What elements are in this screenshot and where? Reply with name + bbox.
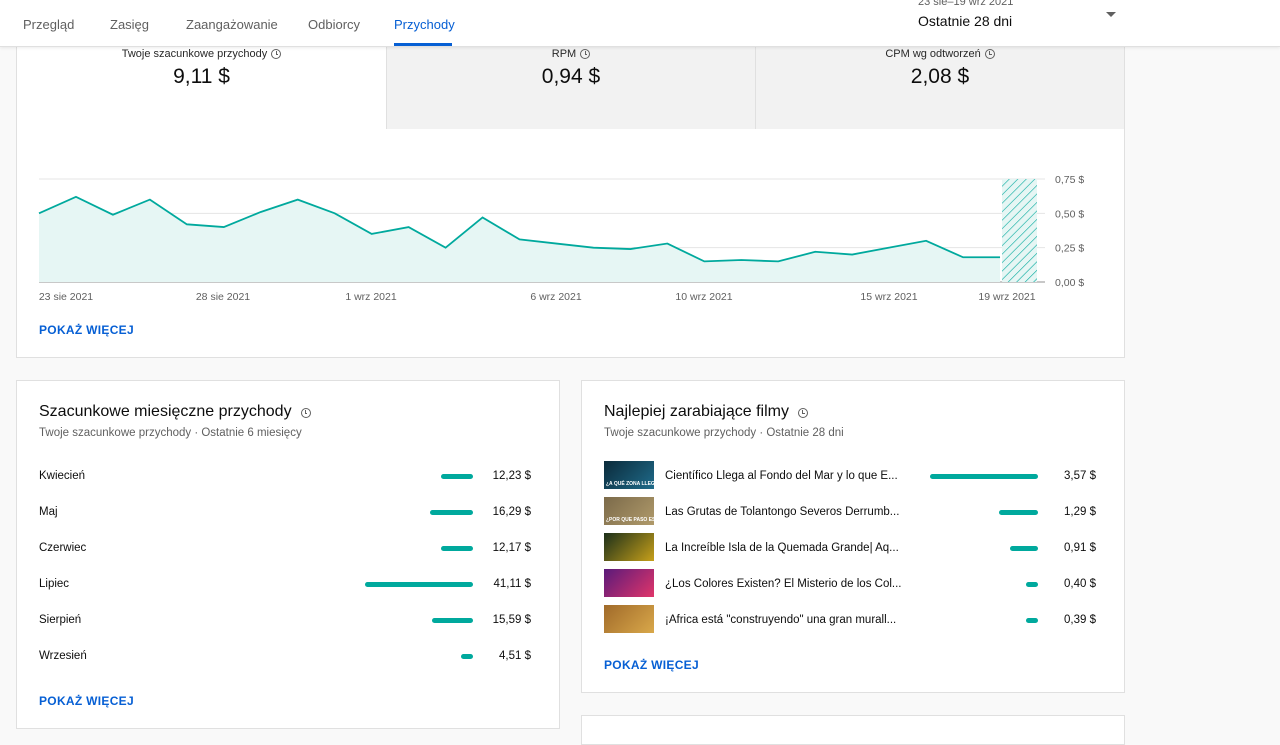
date-range-dates: 23 sie–19 wrz 2021 [918, 0, 1014, 8]
month-bar[interactable] [430, 510, 473, 515]
video-title[interactable]: La Increíble Isla de la Quemada Grande| … [665, 542, 899, 554]
chevron-down-icon[interactable] [1106, 12, 1116, 17]
metric-value: 2,08 $ [910, 65, 970, 88]
top-earning-videos-card: Najlepiej zarabiające filmy Twoje szacun… [581, 380, 1125, 693]
video-title[interactable]: ¿Los Colores Existen? El Misterio de los… [665, 578, 902, 590]
video-revenue-bar[interactable] [998, 510, 1038, 515]
y-tick-label: 0,00 $ [1055, 277, 1084, 289]
y-tick-label: 0,50 $ [1055, 208, 1084, 220]
estimated-period[interactable] [1002, 179, 1037, 282]
area-fill [39, 196, 1001, 282]
month-label: Sierpień [39, 614, 82, 626]
card-subtitle: Twoje szacunkowe przychody · Ostatnie 28… [604, 427, 844, 439]
x-tick-label: 15 wrz 2021 [860, 291, 917, 303]
clock-icon [797, 408, 808, 418]
metric-playback-cpm[interactable]: CPM wg odtworzeń 2,08 $ [755, 46, 1124, 129]
video-revenue-value: 1,29 $ [1064, 506, 1096, 518]
month-label: Lipiec [39, 578, 70, 590]
month-label: Czerwiec [39, 542, 87, 554]
month-bar[interactable] [461, 654, 473, 659]
video-title[interactable]: ¡África está "construyendo" una gran mur… [665, 614, 897, 626]
month-value: 12,17 $ [492, 542, 531, 554]
x-tick-label: 10 wrz 2021 [675, 291, 732, 303]
y-tick-label: 0,75 $ [1055, 174, 1084, 186]
x-tick-label: 28 sie 2021 [196, 291, 250, 303]
month-label: Maj [39, 506, 58, 518]
card-title: Najlepiej zarabiające filmy [604, 403, 808, 421]
metric-label: Twoje szacunkowe przychody [121, 48, 268, 60]
next-card [581, 715, 1125, 745]
video-thumbnail[interactable]: ¿POR QUE PASO ESTO? [604, 497, 665, 525]
metric-label: RPM [551, 48, 577, 60]
clock-icon [271, 49, 282, 59]
date-range-label: Ostatnie 28 dni [918, 13, 1013, 29]
video-revenue-bar[interactable] [1010, 546, 1038, 551]
card-subtitle: Twoje szacunkowe przychody · Ostatnie 6 … [39, 427, 302, 439]
video-title[interactable]: Científico Llega al Fondo del Mar y lo q… [665, 470, 898, 482]
metric-estimated-revenue[interactable]: Twoje szacunkowe przychody 9,11 $ [17, 46, 386, 129]
month-label: Kwiecień [39, 470, 86, 482]
video-thumbnail[interactable] [604, 569, 654, 597]
month-bar[interactable] [365, 582, 473, 587]
tab-audience[interactable]: Odbiorcy [308, 17, 361, 32]
video-revenue-bar[interactable] [930, 474, 1038, 479]
video-revenue-bar[interactable] [1026, 618, 1038, 623]
clock-icon [580, 49, 591, 59]
metric-value: 9,11 $ [173, 65, 230, 88]
show-more-link[interactable]: POKAŻ WIĘCEJ [39, 694, 134, 708]
tab-overview[interactable]: Przegląd [23, 17, 75, 32]
active-tab-indicator [394, 43, 452, 46]
analytics-tab-bar: Przegląd Zasięg Zaangażowanie Odbiorcy P… [0, 0, 1280, 47]
tab-engagement[interactable]: Zaangażowanie [186, 17, 278, 32]
month-label: Wrzesień [39, 650, 87, 662]
metric-rpm[interactable]: RPM 0,94 $ [386, 46, 755, 129]
video-revenue-value: 0,39 $ [1064, 614, 1096, 626]
clock-icon [300, 408, 311, 418]
video-thumbnail[interactable] [604, 605, 654, 633]
x-tick-label: 19 wrz 2021 [978, 291, 1035, 303]
show-more-link[interactable]: POKAŻ WIĘCEJ [39, 323, 134, 337]
metric-label: CPM wg odtworzeń [885, 48, 981, 60]
video-thumbnail[interactable] [604, 533, 654, 561]
month-bar[interactable] [432, 618, 473, 623]
video-thumbnail[interactable]: ¿A QUÉ ZONA LLEGARON? [604, 461, 673, 489]
month-value: 16,29 $ [492, 506, 531, 518]
tab-revenue[interactable]: Przychody [394, 17, 455, 32]
metric-value: 0,94 $ [541, 65, 601, 88]
video-title[interactable]: Las Grutas de Tolantongo Severos Derrumb… [665, 506, 900, 518]
x-tick-label: 23 sie 2021 [39, 291, 93, 303]
y-tick-label: 0,25 $ [1055, 243, 1084, 255]
month-value: 41,11 $ [493, 578, 531, 590]
video-revenue-value: 0,91 $ [1064, 542, 1096, 554]
month-bar[interactable] [441, 546, 473, 551]
x-tick-label: 6 wrz 2021 [530, 291, 582, 303]
month-value: 15,59 $ [492, 614, 531, 626]
monthly-revenue-card: Szacunkowe miesięczne przychody Twoje sz… [16, 380, 560, 729]
tab-reach[interactable]: Zasięg [110, 17, 150, 32]
month-value: 12,23 $ [492, 470, 531, 482]
series-line[interactable] [38, 195, 1001, 263]
video-revenue-value: 0,40 $ [1064, 578, 1096, 590]
clock-icon [984, 49, 995, 59]
show-more-link[interactable]: POKAŻ WIĘCEJ [604, 658, 699, 672]
x-tick-label: 1 wrz 2021 [345, 291, 397, 303]
month-value: 4,51 $ [499, 650, 531, 662]
month-bar[interactable] [440, 474, 473, 479]
video-revenue-bar[interactable] [1025, 582, 1038, 587]
video-revenue-value: 3,57 $ [1064, 470, 1096, 482]
card-title: Szacunkowe miesięczne przychody [39, 403, 311, 421]
